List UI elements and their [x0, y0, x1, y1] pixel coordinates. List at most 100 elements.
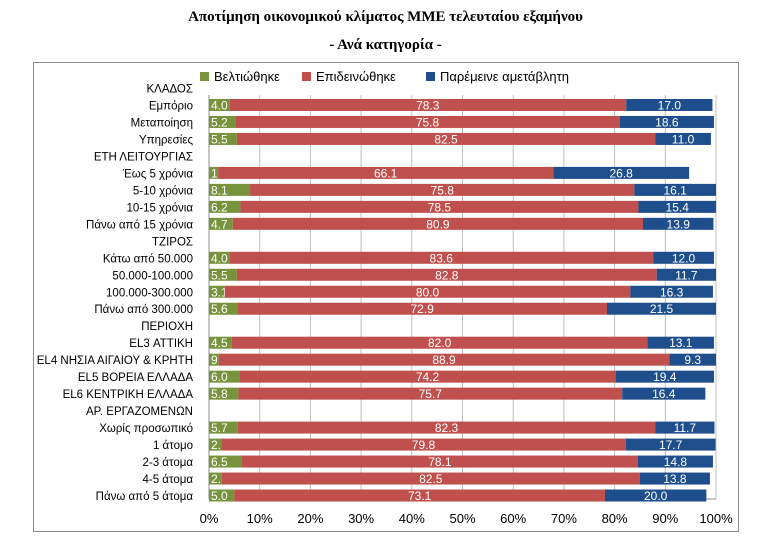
category-label: 100.000-300.000	[106, 287, 193, 299]
bar-segment-worsened	[240, 200, 639, 213]
category-label: 5-10 χρόνια	[133, 185, 193, 197]
category-label: 1 άτομο	[153, 440, 193, 452]
bar-segment-improved	[209, 472, 222, 485]
x-tick-label: 90%	[652, 511, 678, 526]
data-label-worsened: 75.8	[416, 115, 440, 129]
data-label-unchanged: 20.0	[644, 489, 668, 503]
chart-title: Αποτίμηση οικονομικού κλίματος ΜΜΕ τελευ…	[188, 9, 583, 25]
bar-segment-improved	[209, 166, 219, 179]
category-label: Μεταποίηση	[131, 117, 193, 129]
data-label-improved: 3.1	[211, 285, 228, 299]
bar-segment-improved	[209, 98, 230, 111]
data-label-worsened: 78.3	[416, 98, 440, 112]
data-label-worsened: 78.5	[428, 200, 452, 214]
category-label: EL3 ΑΤΤΙΚΗ	[129, 338, 193, 350]
data-label-unchanged: 9.3	[684, 353, 701, 367]
data-label-worsened: 88.9	[432, 353, 456, 367]
bar-segment-unchanged	[630, 285, 713, 298]
bar-segment-unchanged	[634, 183, 716, 196]
data-label-worsened: 66.1	[374, 166, 398, 180]
bar-segment-improved	[209, 455, 242, 468]
category-label: 10-15 χρόνια	[126, 202, 193, 214]
data-label-unchanged: 14.8	[664, 455, 688, 469]
data-label-unchanged: 13.1	[669, 336, 693, 350]
data-label-worsened: 83.6	[430, 251, 454, 265]
category-label: Πάνω από 300.000	[94, 304, 193, 316]
data-label-worsened: 82.3	[435, 421, 459, 435]
x-tick-label: 70%	[551, 511, 577, 526]
category-label: Χωρίς προσωπικό	[99, 423, 193, 435]
bar-segment-improved	[209, 489, 235, 502]
data-label-improved: 5.6	[211, 302, 228, 316]
bar-segment-unchanged	[626, 98, 713, 111]
category-label: Πάνω από 5 άτομα	[96, 491, 194, 503]
data-label-improved: 5.8	[211, 387, 228, 401]
data-label-worsened: 74.2	[416, 370, 440, 384]
bar-segment-improved	[209, 302, 238, 315]
data-label-worsened: 82.5	[434, 132, 458, 146]
category-header: ΠΕΡΙΟΧΗ	[141, 321, 193, 333]
category-label: 50.000-100.000	[112, 270, 193, 282]
data-label-unchanged: 13.8	[663, 472, 687, 486]
x-tick-label: 60%	[500, 511, 526, 526]
bar-segment-unchanged	[615, 370, 714, 383]
data-label-worsened: 82.0	[428, 336, 452, 350]
data-label-improved: 4.5	[211, 336, 228, 350]
bar-segment-improved	[209, 200, 241, 213]
data-label-unchanged: 16.4	[652, 387, 676, 401]
bar-segment-worsened	[236, 268, 657, 281]
category-label: EL4 ΝΗΣΙΑ ΑΙΓΑΙΟΥ & ΚΡΗΤΗ	[37, 355, 193, 367]
data-label-unchanged: 15.4	[666, 200, 690, 214]
x-tick-label: 40%	[399, 511, 425, 526]
bar-segment-unchanged	[639, 472, 710, 485]
category-label: EL6 ΚΕΝΤΡΙΚΗ ΕΛΛΑΔΑ	[63, 389, 194, 401]
category-header: ΚΛΑΔΟΣ	[146, 84, 193, 96]
bar-segment-improved	[209, 438, 222, 451]
data-label-unchanged: 16.3	[660, 285, 684, 299]
category-label: 2-3 άτομα	[142, 457, 193, 469]
bar-segment-worsened	[229, 98, 627, 111]
legend-swatch-improved	[200, 72, 209, 81]
data-label-unchanged: 19.4	[653, 370, 677, 384]
data-label-improved: 4.0	[211, 98, 228, 112]
bar-segment-worsened	[224, 285, 631, 298]
bar-segment-unchanged	[647, 336, 714, 349]
data-label-unchanged: 11.0	[672, 132, 695, 146]
data-label-worsened: 82.8	[435, 268, 459, 282]
chart-subtitle: - Ανά κατηγορία -	[329, 37, 442, 53]
legend-label-improved: Βελτιώθηκε	[214, 69, 280, 84]
bar-segment-unchanged	[653, 251, 714, 264]
data-label-unchanged: 11.7	[675, 268, 698, 282]
data-label-improved: 6.0	[211, 370, 228, 384]
bar-segment-worsened	[237, 302, 607, 315]
bar-segment-worsened	[250, 183, 635, 196]
bar-segment-worsened	[236, 132, 656, 145]
category-label: Πάνω από 15 χρόνια	[86, 219, 193, 231]
bar-segment-improved	[209, 353, 219, 366]
data-label-improved: 6.2	[211, 200, 228, 214]
bar-segment-improved	[209, 336, 232, 349]
bar-segment-worsened	[241, 455, 638, 468]
data-label-unchanged: 11.7	[674, 421, 697, 435]
data-label-worsened: 80.0	[416, 285, 440, 299]
legend-swatch-worsened	[302, 72, 311, 81]
category-label: 4-5 άτομα	[142, 474, 193, 486]
x-tick-label: 10%	[247, 511, 273, 526]
category-label: Εμπόριο	[149, 100, 193, 112]
data-label-improved: 4.0	[211, 251, 228, 265]
bar-segment-worsened	[238, 387, 623, 400]
x-tick-label: 100%	[699, 511, 733, 526]
data-label-unchanged: 18.6	[655, 115, 679, 129]
bar-segment-worsened	[221, 472, 640, 485]
bar-segment-worsened	[232, 217, 643, 230]
legend-swatch-unchanged	[426, 72, 435, 81]
data-label-improved: 6.5	[211, 455, 228, 469]
data-label-unchanged: 17.0	[658, 98, 682, 112]
x-tick-label: 30%	[348, 511, 374, 526]
category-header: ΤΖΙΡΟΣ	[152, 236, 193, 248]
bar-segment-worsened	[221, 438, 626, 451]
bar-segment-unchanged	[638, 200, 716, 213]
bar-segment-unchanged	[642, 217, 714, 230]
data-label-unchanged: 12.0	[672, 251, 696, 265]
